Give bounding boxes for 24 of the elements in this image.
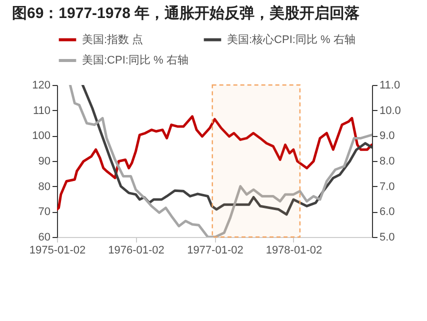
- y2-tick-label: 6.0: [380, 206, 395, 218]
- y-tick-label: 120: [32, 80, 50, 92]
- y-tick-label: 100: [32, 130, 50, 142]
- legend-label: 美国:核心CPI:同比 % 右轴: [227, 32, 356, 46]
- line-series: [81, 85, 372, 216]
- y-tick-label: 80: [38, 180, 50, 193]
- y2-tick-label: 9.0: [380, 130, 395, 142]
- y-tick-label: 60: [38, 232, 50, 244]
- x-tick-label: 1978-01-02: [266, 244, 322, 256]
- x-tick-label: 1976-01-02: [108, 244, 164, 256]
- x-tick-label: 1975-01-02: [29, 244, 86, 256]
- y-tick-label: 110: [32, 104, 50, 117]
- line-series: [57, 115, 372, 211]
- y2-tick-label: 8.0: [380, 156, 395, 168]
- y-tick-label: 70: [38, 206, 50, 218]
- chart-title: 图69：1977-1978 年，通胀开始反弹，美股开启回落: [12, 4, 361, 22]
- y-tick-label: 90: [38, 156, 50, 168]
- y2-tick-label: 10.0: [380, 104, 401, 117]
- y2-tick-label: 11.0: [380, 80, 400, 92]
- legend-label: 美国:指数 点: [82, 32, 144, 46]
- legend-label: 美国:CPI:同比 % 右轴: [82, 54, 188, 66]
- x-tick-label: 1977-01-02: [187, 244, 244, 256]
- y2-tick-label: 5.0: [380, 232, 395, 244]
- y2-tick-label: 7.0: [380, 180, 395, 193]
